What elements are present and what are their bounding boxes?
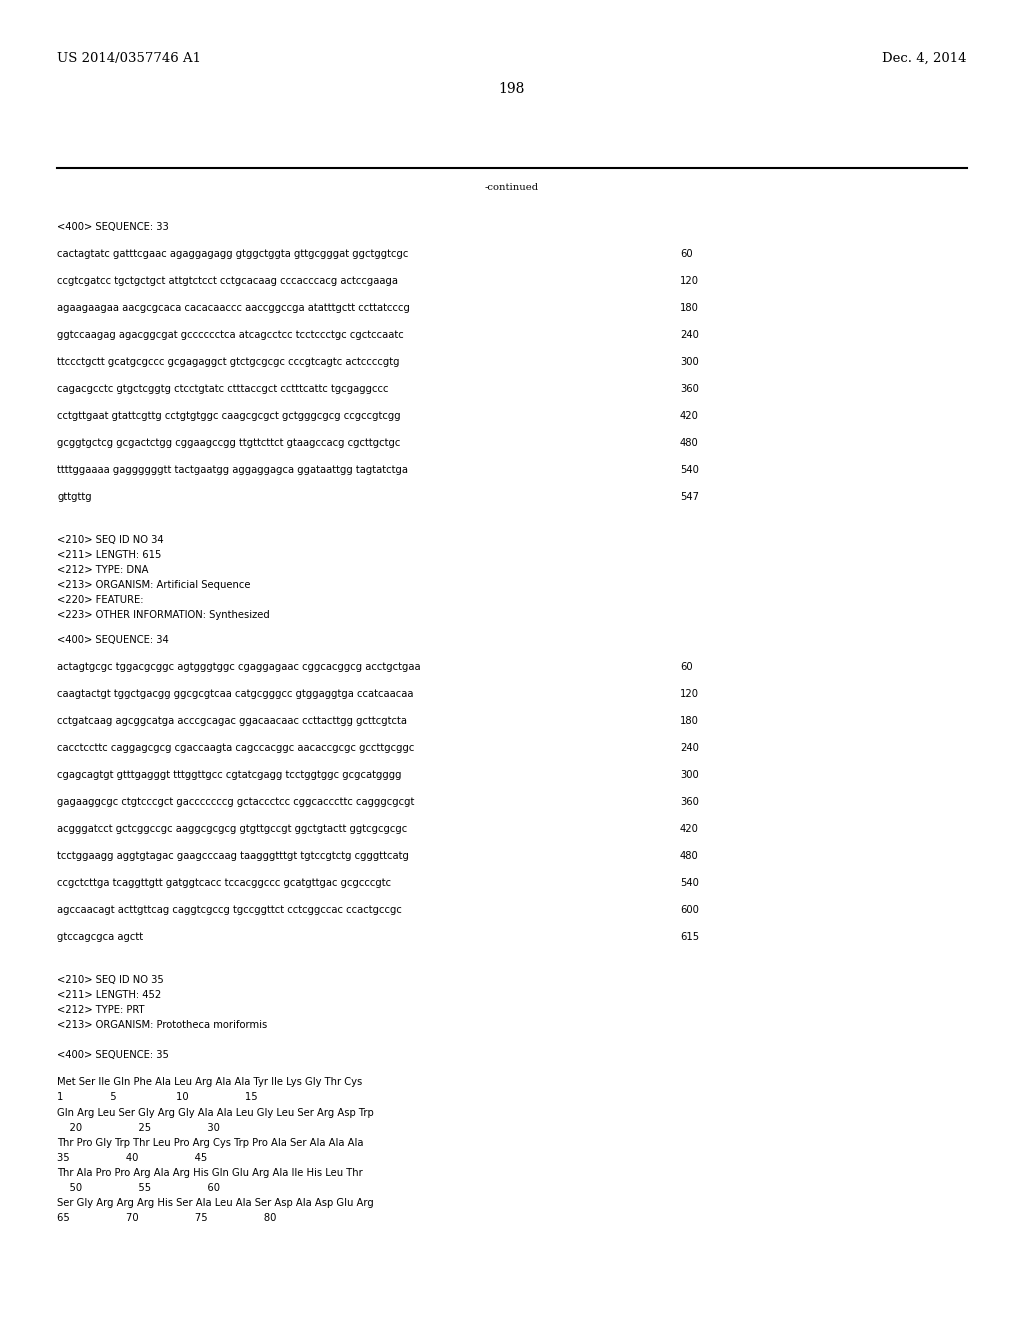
Text: 120: 120 [680, 689, 699, 700]
Text: 60: 60 [680, 663, 692, 672]
Text: <400> SEQUENCE: 34: <400> SEQUENCE: 34 [57, 635, 169, 645]
Text: Dec. 4, 2014: Dec. 4, 2014 [883, 51, 967, 65]
Text: <213> ORGANISM: Prototheca moriformis: <213> ORGANISM: Prototheca moriformis [57, 1020, 267, 1030]
Text: <223> OTHER INFORMATION: Synthesized: <223> OTHER INFORMATION: Synthesized [57, 610, 269, 620]
Text: 420: 420 [680, 411, 698, 421]
Text: 300: 300 [680, 356, 698, 367]
Text: 600: 600 [680, 906, 698, 915]
Text: <211> LENGTH: 615: <211> LENGTH: 615 [57, 550, 162, 560]
Text: <212> TYPE: PRT: <212> TYPE: PRT [57, 1005, 144, 1015]
Text: 1               5                   10                  15: 1 5 10 15 [57, 1092, 258, 1102]
Text: 240: 240 [680, 743, 698, 752]
Text: <213> ORGANISM: Artificial Sequence: <213> ORGANISM: Artificial Sequence [57, 579, 251, 590]
Text: 120: 120 [680, 276, 699, 286]
Text: ccgctcttga tcaggttgtt gatggtcacc tccacggccc gcatgttgac gcgcccgtc: ccgctcttga tcaggttgtt gatggtcacc tccacgg… [57, 878, 391, 888]
Text: cctgatcaag agcggcatga acccgcagac ggacaacaac ccttacttgg gcttcgtcta: cctgatcaag agcggcatga acccgcagac ggacaac… [57, 715, 407, 726]
Text: Thr Pro Gly Trp Thr Leu Pro Arg Cys Trp Pro Ala Ser Ala Ala Ala: Thr Pro Gly Trp Thr Leu Pro Arg Cys Trp … [57, 1138, 364, 1148]
Text: <400> SEQUENCE: 33: <400> SEQUENCE: 33 [57, 222, 169, 232]
Text: ttccctgctt gcatgcgccc gcgagaggct gtctgcgcgc cccgtcagtc actccccgtg: ttccctgctt gcatgcgccc gcgagaggct gtctgcg… [57, 356, 399, 367]
Text: gttgttg: gttgttg [57, 492, 91, 502]
Text: <211> LENGTH: 452: <211> LENGTH: 452 [57, 990, 161, 1001]
Text: caagtactgt tggctgacgg ggcgcgtcaa catgcgggcc gtggaggtga ccatcaacaa: caagtactgt tggctgacgg ggcgcgtcaa catgcgg… [57, 689, 414, 700]
Text: 360: 360 [680, 384, 698, 393]
Text: cgagcagtgt gtttgagggt tttggttgcc cgtatcgagg tcctggtggc gcgcatgggg: cgagcagtgt gtttgagggt tttggttgcc cgtatcg… [57, 770, 401, 780]
Text: 198: 198 [499, 82, 525, 96]
Text: agccaacagt acttgttcag caggtcgccg tgccggttct cctcggccac ccactgccgc: agccaacagt acttgttcag caggtcgccg tgccggt… [57, 906, 401, 915]
Text: <220> FEATURE:: <220> FEATURE: [57, 595, 143, 605]
Text: ttttggaaaa gaggggggtt tactgaatgg aggaggagca ggataattgg tagtatctga: ttttggaaaa gaggggggtt tactgaatgg aggagga… [57, 465, 408, 475]
Text: <210> SEQ ID NO 35: <210> SEQ ID NO 35 [57, 975, 164, 985]
Text: 300: 300 [680, 770, 698, 780]
Text: tcctggaagg aggtgtagac gaagcccaag taagggtttgt tgtccgtctg cgggttcatg: tcctggaagg aggtgtagac gaagcccaag taagggt… [57, 851, 409, 861]
Text: 180: 180 [680, 304, 698, 313]
Text: gtccagcgca agctt: gtccagcgca agctt [57, 932, 143, 942]
Text: 547: 547 [680, 492, 699, 502]
Text: 540: 540 [680, 878, 698, 888]
Text: 20                  25                  30: 20 25 30 [57, 1123, 220, 1133]
Text: 35                  40                  45: 35 40 45 [57, 1152, 207, 1163]
Text: ggtccaagag agacggcgat gcccccctca atcagcctcc tcctccctgc cgctccaatc: ggtccaagag agacggcgat gcccccctca atcagcc… [57, 330, 403, 341]
Text: -continued: -continued [485, 183, 539, 191]
Text: cctgttgaat gtattcgttg cctgtgtggc caagcgcgct gctgggcgcg ccgccgtcgg: cctgttgaat gtattcgttg cctgtgtggc caagcgc… [57, 411, 400, 421]
Text: Gln Arg Leu Ser Gly Arg Gly Ala Ala Leu Gly Leu Ser Arg Asp Trp: Gln Arg Leu Ser Gly Arg Gly Ala Ala Leu … [57, 1107, 374, 1118]
Text: 180: 180 [680, 715, 698, 726]
Text: 65                  70                  75                  80: 65 70 75 80 [57, 1213, 276, 1224]
Text: 240: 240 [680, 330, 698, 341]
Text: 480: 480 [680, 851, 698, 861]
Text: Met Ser Ile Gln Phe Ala Leu Arg Ala Ala Tyr Ile Lys Gly Thr Cys: Met Ser Ile Gln Phe Ala Leu Arg Ala Ala … [57, 1077, 362, 1086]
Text: cactagtatc gatttcgaac agaggagagg gtggctggta gttgcgggat ggctggtcgc: cactagtatc gatttcgaac agaggagagg gtggctg… [57, 249, 409, 259]
Text: Ser Gly Arg Arg Arg His Ser Ala Leu Ala Ser Asp Ala Asp Glu Arg: Ser Gly Arg Arg Arg His Ser Ala Leu Ala … [57, 1199, 374, 1208]
Text: <212> TYPE: DNA: <212> TYPE: DNA [57, 565, 148, 576]
Text: Thr Ala Pro Pro Arg Ala Arg His Gln Glu Arg Ala Ile His Leu Thr: Thr Ala Pro Pro Arg Ala Arg His Gln Glu … [57, 1168, 362, 1177]
Text: <400> SEQUENCE: 35: <400> SEQUENCE: 35 [57, 1049, 169, 1060]
Text: ccgtcgatcc tgctgctgct attgtctcct cctgcacaag cccacccacg actccgaaga: ccgtcgatcc tgctgctgct attgtctcct cctgcac… [57, 276, 398, 286]
Text: 540: 540 [680, 465, 698, 475]
Text: 420: 420 [680, 824, 698, 834]
Text: gcggtgctcg gcgactctgg cggaagccgg ttgttcttct gtaagccacg cgcttgctgc: gcggtgctcg gcgactctgg cggaagccgg ttgttct… [57, 438, 400, 447]
Text: US 2014/0357746 A1: US 2014/0357746 A1 [57, 51, 201, 65]
Text: 360: 360 [680, 797, 698, 807]
Text: 60: 60 [680, 249, 692, 259]
Text: cagacgcctc gtgctcggtg ctcctgtatc ctttaccgct cctttcattc tgcgaggccc: cagacgcctc gtgctcggtg ctcctgtatc ctttacc… [57, 384, 388, 393]
Text: agaagaagaa aacgcgcaca cacacaaccc aaccggccga atatttgctt ccttatcccg: agaagaagaa aacgcgcaca cacacaaccc aaccggc… [57, 304, 410, 313]
Text: 50                  55                  60: 50 55 60 [57, 1183, 220, 1193]
Text: actagtgcgc tggacgcggc agtgggtggc cgaggagaac cggcacggcg acctgctgaa: actagtgcgc tggacgcggc agtgggtggc cgaggag… [57, 663, 421, 672]
Text: <210> SEQ ID NO 34: <210> SEQ ID NO 34 [57, 535, 164, 545]
Text: gagaaggcgc ctgtcccgct gacccccccg gctaccctcc cggcacccttc cagggcgcgt: gagaaggcgc ctgtcccgct gacccccccg gctaccc… [57, 797, 415, 807]
Text: 480: 480 [680, 438, 698, 447]
Text: acgggatcct gctcggccgc aaggcgcgcg gtgttgccgt ggctgtactt ggtcgcgcgc: acgggatcct gctcggccgc aaggcgcgcg gtgttgc… [57, 824, 408, 834]
Text: 615: 615 [680, 932, 699, 942]
Text: cacctccttc caggagcgcg cgaccaagta cagccacggc aacaccgcgc gccttgcggc: cacctccttc caggagcgcg cgaccaagta cagccac… [57, 743, 415, 752]
